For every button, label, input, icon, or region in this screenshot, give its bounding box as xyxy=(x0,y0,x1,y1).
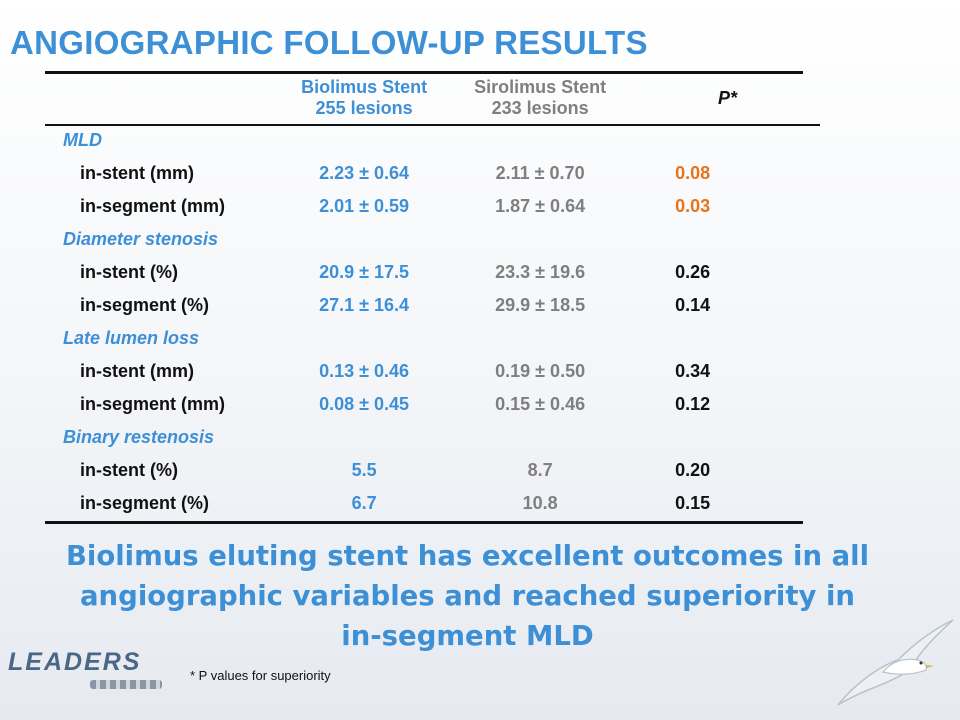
logo-text: LEADERS xyxy=(8,648,142,676)
metric-label: in-segment (%) xyxy=(80,295,210,315)
biolimus-value: 0.13 ± 0.46 xyxy=(319,361,410,381)
header-biolimus-name: Biolimus Stent xyxy=(301,77,428,97)
biolimus-value: 27.1 ± 16.4 xyxy=(319,295,410,315)
results-table: Biolimus Stent 255 lesions Sirolimus Ste… xyxy=(45,72,820,520)
table-row: in-segment (%) 6.7 10.8 0.15 xyxy=(45,487,820,520)
p-value: 0.08 xyxy=(675,163,711,183)
conclusion-line-3: in-segment MLD xyxy=(341,620,594,652)
p-value: 0.03 xyxy=(675,196,711,216)
page-title: ANGIOGRAPHIC FOLLOW-UP RESULTS xyxy=(10,24,648,61)
biolimus-value: 6.7 xyxy=(351,493,377,513)
conclusion-line-2: angiographic variables and reached super… xyxy=(80,580,855,612)
group-label: Late lumen loss xyxy=(63,328,200,348)
p-value: 0.14 xyxy=(675,295,711,315)
leaders-logo: LEADERS xyxy=(8,648,168,694)
header-biolimus: Biolimus Stent 255 lesions xyxy=(283,72,445,124)
metric-label: in-segment (mm) xyxy=(80,394,226,414)
table-row: in-stent (%) 5.5 8.7 0.20 xyxy=(45,454,820,487)
metric-label: in-stent (%) xyxy=(80,460,178,480)
metric-label: in-stent (%) xyxy=(80,262,178,282)
table-row: in-segment (mm) 0.08 ± 0.45 0.15 ± 0.46 … xyxy=(45,388,820,421)
table-row: in-stent (mm) 0.13 ± 0.46 0.19 ± 0.50 0.… xyxy=(45,355,820,388)
seagull-icon xyxy=(837,619,954,706)
metric-label: in-stent (mm) xyxy=(80,361,194,381)
conclusion-text: Biolimus eluting stent has excellent out… xyxy=(40,536,895,656)
sirolimus-value: 1.87 ± 0.64 xyxy=(495,196,586,216)
sirolimus-value: 0.19 ± 0.50 xyxy=(495,361,586,381)
p-value: 0.26 xyxy=(675,262,711,282)
header-p-value: P* xyxy=(718,87,738,108)
sirolimus-value: 10.8 xyxy=(522,493,558,513)
group-label: Diameter stenosis xyxy=(63,229,219,249)
metric-label: in-segment (%) xyxy=(80,493,210,513)
header-sirolimus-name: Sirolimus Stent xyxy=(474,77,607,97)
group-row-binary-restenosis: Binary restenosis xyxy=(45,421,820,454)
biolimus-value: 2.23 ± 0.64 xyxy=(319,163,410,183)
sirolimus-value: 23.3 ± 19.6 xyxy=(495,262,586,282)
footnote: * P values for superiority xyxy=(190,668,331,683)
p-value: 0.15 xyxy=(675,493,711,513)
table-row: in-segment (%) 27.1 ± 16.4 29.9 ± 18.5 0… xyxy=(45,289,820,322)
sirolimus-value: 2.11 ± 0.70 xyxy=(495,163,585,183)
header-empty xyxy=(45,72,283,124)
biolimus-value: 2.01 ± 0.59 xyxy=(319,196,410,216)
header-sirolimus-lesions: 233 lesions xyxy=(491,98,589,118)
table-row: in-stent (%) 20.9 ± 17.5 23.3 ± 19.6 0.2… xyxy=(45,256,820,289)
header-sirolimus: Sirolimus Stent 233 lesions xyxy=(445,72,635,124)
biolimus-value: 20.9 ± 17.5 xyxy=(319,262,410,282)
group-label: MLD xyxy=(63,130,102,150)
table-top-rule xyxy=(45,71,803,74)
sirolimus-value: 0.15 ± 0.46 xyxy=(495,394,586,414)
p-value: 0.12 xyxy=(675,394,711,414)
p-value: 0.34 xyxy=(675,361,711,381)
p-value: 0.20 xyxy=(675,460,711,480)
sirolimus-value: 8.7 xyxy=(527,460,553,480)
group-row-late-lumen-loss: Late lumen loss xyxy=(45,322,820,355)
table-row: in-segment (mm) 2.01 ± 0.59 1.87 ± 0.64 … xyxy=(45,190,820,223)
conclusion-line-1: Biolimus eluting stent has excellent out… xyxy=(65,540,870,572)
table-bottom-rule xyxy=(45,521,803,524)
group-row-mld: MLD xyxy=(45,124,820,157)
table-header-rule xyxy=(45,124,820,126)
logo-bar xyxy=(90,680,162,689)
group-label: Binary restenosis xyxy=(63,427,215,447)
table-header-row: Biolimus Stent 255 lesions Sirolimus Ste… xyxy=(45,72,820,124)
biolimus-value: 5.5 xyxy=(351,460,377,480)
metric-label: in-segment (mm) xyxy=(80,196,226,216)
group-row-diameter-stenosis: Diameter stenosis xyxy=(45,223,820,256)
header-biolimus-lesions: 255 lesions xyxy=(315,98,413,118)
biolimus-value: 0.08 ± 0.45 xyxy=(319,394,410,414)
table-row: in-stent (mm) 2.23 ± 0.64 2.11 ± 0.70 0.… xyxy=(45,157,820,190)
metric-label: in-stent (mm) xyxy=(80,163,194,183)
sirolimus-value: 29.9 ± 18.5 xyxy=(495,295,586,315)
